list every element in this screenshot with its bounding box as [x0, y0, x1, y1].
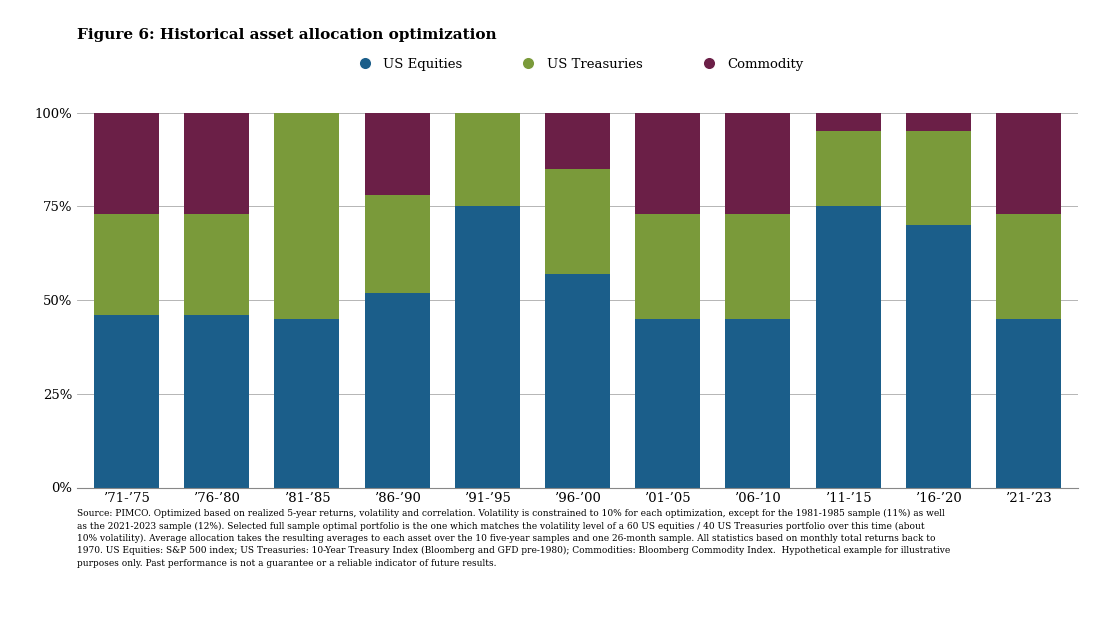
Bar — [725, 319, 790, 488]
Bar — [996, 112, 1060, 214]
Bar — [185, 214, 250, 315]
Bar — [635, 214, 700, 319]
Bar — [275, 319, 340, 488]
Bar — [905, 131, 970, 225]
Bar — [544, 274, 610, 488]
Bar — [95, 112, 160, 214]
Legend: US Equities, US Treasuries, Commodity: US Equities, US Treasuries, Commodity — [346, 52, 808, 76]
Bar — [996, 319, 1060, 488]
Bar — [635, 319, 700, 488]
Bar — [275, 112, 340, 319]
Bar — [725, 112, 790, 214]
Bar — [815, 206, 880, 488]
Bar — [95, 214, 160, 315]
Bar — [905, 112, 970, 131]
Bar — [905, 225, 970, 488]
Bar — [365, 195, 430, 292]
Bar — [635, 112, 700, 214]
Bar — [455, 206, 520, 488]
Bar — [544, 112, 610, 169]
Text: Figure 6: Historical asset allocation optimization: Figure 6: Historical asset allocation op… — [77, 28, 496, 42]
Bar — [815, 112, 880, 131]
Bar — [815, 131, 880, 206]
Bar — [455, 112, 520, 206]
Bar — [996, 214, 1060, 319]
Text: Source: PIMCO. Optimized based on realized 5-year returns, volatility and correl: Source: PIMCO. Optimized based on realiz… — [77, 509, 950, 568]
Bar — [365, 292, 430, 488]
Bar — [185, 112, 250, 214]
Bar — [95, 315, 160, 488]
Bar — [185, 315, 250, 488]
Bar — [544, 169, 610, 274]
Bar — [725, 214, 790, 319]
Bar — [365, 112, 430, 195]
